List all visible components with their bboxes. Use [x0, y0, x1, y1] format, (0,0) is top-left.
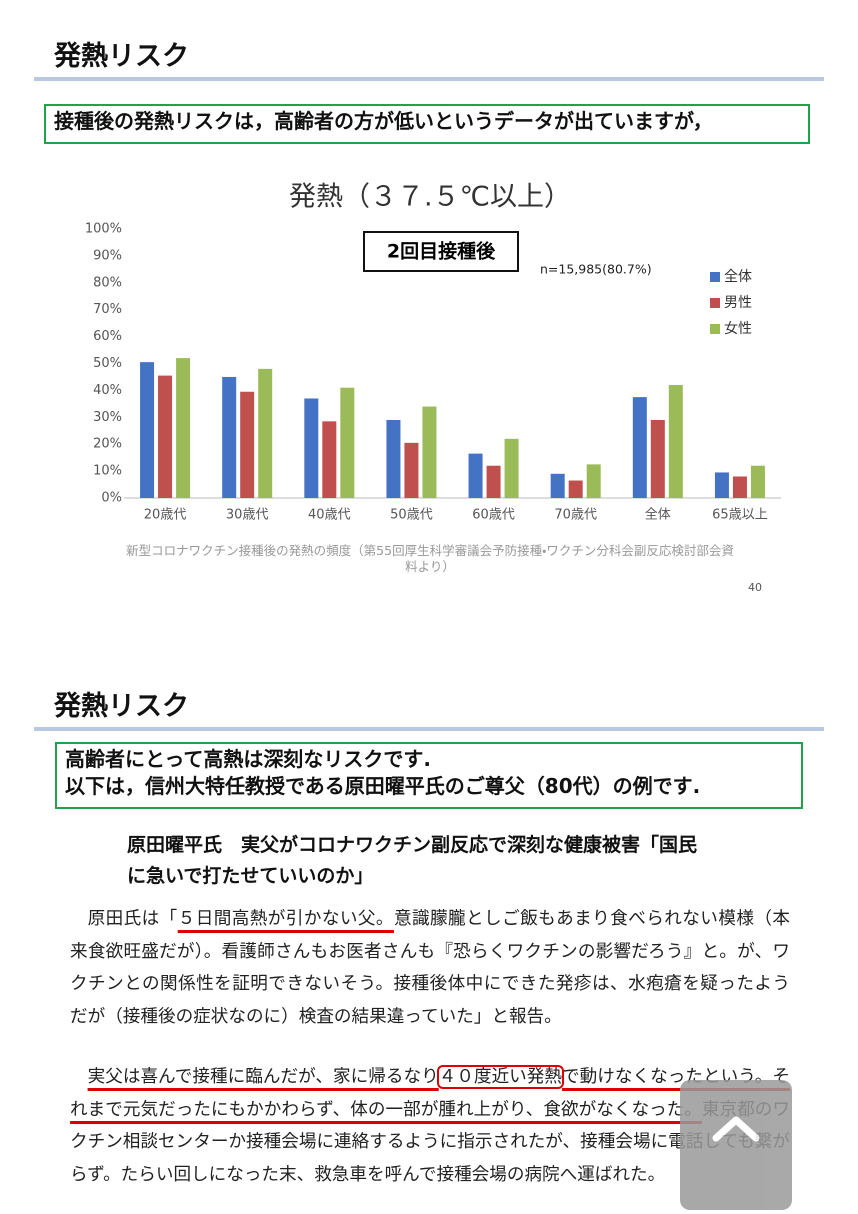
y-tick-label: 70%: [93, 302, 122, 317]
label-box: [363, 231, 519, 272]
bar: [632, 397, 647, 498]
page-number: 40: [748, 581, 762, 594]
bar: [468, 453, 483, 498]
y-tick-label: 50%: [93, 356, 122, 371]
note-line: 以下は，信州大特任教授である原田曜平氏のご尊父（80代）の例です.: [65, 774, 701, 798]
y-tick-label: 60%: [93, 329, 122, 344]
bar: [650, 419, 665, 498]
note-box: 接種後の発熱リスクは，高齢者の方が低いというデータが出ていますが，: [44, 104, 810, 144]
bar: [550, 473, 565, 498]
text-segment: 原田氏は「: [87, 909, 178, 929]
headline-line: に急いで打たせていいのか」: [127, 865, 374, 887]
x-tick-label: 70歳代: [554, 508, 597, 523]
legend-label: 全体: [724, 269, 752, 285]
x-tick-label: 50歳代: [390, 508, 433, 523]
bar: [504, 438, 519, 498]
bar: [340, 387, 355, 498]
bar: [140, 362, 155, 498]
y-tick-label: 30%: [93, 410, 122, 425]
y-tick-label: 100%: [85, 222, 122, 237]
x-tick-label: 全体: [645, 508, 671, 523]
y-tick-label: 10%: [93, 464, 122, 479]
bar: [714, 472, 729, 498]
bar: [404, 442, 419, 498]
scroll-top-icon: [712, 1116, 760, 1142]
note-line: 高齢者にとって高熱は深刻なリスクです.: [65, 747, 431, 771]
y-tick-label: 40%: [93, 383, 122, 398]
x-tick-label: 40歳代: [308, 508, 351, 523]
bar: [486, 465, 501, 498]
legend-label: 男性: [724, 295, 752, 311]
bar: [258, 368, 273, 498]
bar: [668, 385, 683, 498]
slide-title: 発熱リスク: [54, 691, 189, 722]
x-tick-label: 20歳代: [144, 508, 187, 523]
y-tick-label: 0%: [101, 491, 122, 506]
text-segment: 実父は喜んで接種に臨んだが、家に帰るなり: [87, 1067, 439, 1087]
annotation: n=15,985(80.7%): [540, 262, 652, 277]
title-rule: [34, 77, 824, 81]
note-box: 高齢者にとって高熱は深刻なリスクです. 以下は，信州大特任教授である原田曜平氏の…: [55, 742, 803, 809]
bar: [732, 476, 747, 498]
legend-swatch: [710, 298, 720, 308]
title-rule: [34, 727, 824, 731]
bar: [158, 375, 173, 498]
legend-swatch: [710, 272, 720, 282]
y-tick-label: 80%: [93, 275, 122, 290]
bar: [176, 358, 191, 498]
text-segment: ４０度近い発熱: [436, 1065, 565, 1089]
text-segment: ５日間高熱が引かない父。: [177, 909, 394, 929]
bar: [322, 421, 337, 498]
x-tick-label: 60歳代: [472, 508, 515, 523]
article-paragraph: 原田氏は「５日間高熱が引かない父。意識朦朧としご飯もあまり食べられない模様（本来…: [70, 903, 790, 1033]
x-tick-label: 30歳代: [226, 508, 269, 523]
caption-cont: 料より）: [405, 559, 455, 574]
bar: [422, 406, 437, 498]
y-tick-label: 20%: [93, 437, 122, 452]
bar: [750, 465, 765, 498]
bar: [304, 398, 319, 498]
article-headline: 原田曜平氏 実父がコロナワクチン副反応で深刻な健康被害「国民 に急いで打たせてい…: [127, 830, 747, 892]
text-segment: 意識朦朧としご飯もあまり食べられない模様（本来食欲旺盛だが）。看護師さんもお医者…: [70, 909, 790, 1027]
slide-title: 発熱リスク: [54, 41, 189, 72]
y-tick-label: 90%: [93, 248, 122, 263]
bar: [240, 391, 255, 498]
bar: [568, 480, 583, 498]
chart: 発熱（３７.５℃以上） 2回目接種後 n=15,985(80.7%) 0% 10%…: [65, 178, 795, 594]
legend-label: 女性: [724, 321, 752, 337]
chart-title: 発熱（３７.５℃以上）: [289, 182, 571, 213]
bar: [386, 419, 401, 498]
legend-swatch: [710, 324, 720, 334]
headline-line: 原田曜平氏 実父がコロナワクチン副反応で深刻な健康被害「国民: [127, 834, 698, 856]
caption: 新型コロナワクチン接種後の発熱の頻度（第55回厚生科学審議会予防接種・ワクチン分…: [126, 543, 734, 558]
bar: [586, 464, 601, 498]
bar: [222, 376, 237, 498]
x-tick-label: 65歳以上: [712, 508, 768, 523]
label-box-text: 2回目接種後: [387, 240, 496, 263]
scroll-top-button[interactable]: [680, 1080, 792, 1210]
